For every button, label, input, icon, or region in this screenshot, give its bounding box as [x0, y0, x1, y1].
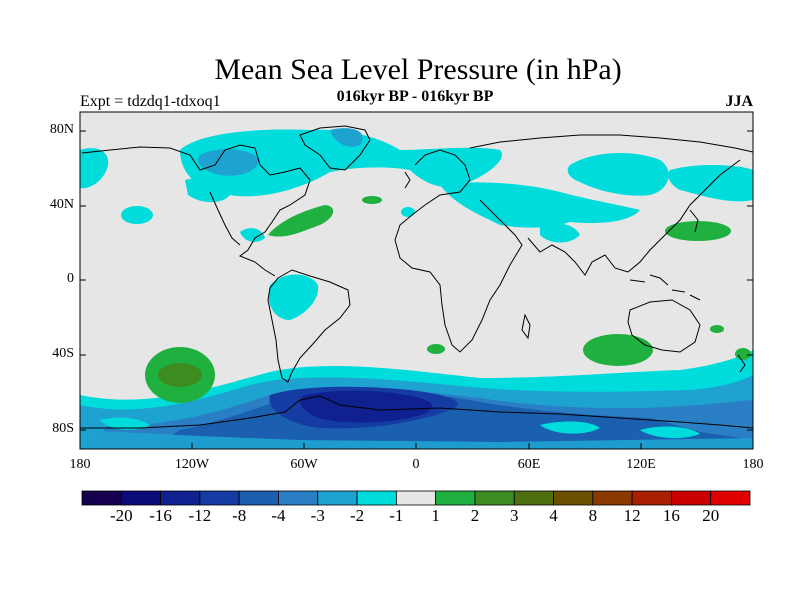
colorbar-label: -12 [188, 506, 212, 525]
colorbar-box [592, 490, 633, 506]
asia-low-region [440, 182, 640, 228]
south-america-low [268, 274, 319, 320]
colorbar-label: -16 [149, 506, 172, 525]
south-pacific-high-inner [158, 363, 202, 387]
southern-cyan-patches [100, 417, 700, 439]
north-america-coast [81, 144, 311, 277]
colorbar-box [474, 490, 515, 506]
mongolia-low [630, 167, 668, 188]
map-title: Mean Sea Level Pressure (in hPa) [214, 53, 622, 86]
uk-coast [404, 171, 411, 189]
japan-coast [689, 209, 699, 233]
arctic-low-region [180, 129, 502, 197]
south-east-pacific-high [735, 348, 751, 360]
arabia-low [540, 222, 580, 243]
y-tick-label: 0 [67, 271, 74, 286]
madagascar-coast [521, 313, 531, 340]
x-tick-label: 0 [412, 457, 420, 472]
colorbar-box [199, 490, 240, 506]
colorbar [81, 490, 751, 506]
colorbar-box [160, 490, 201, 506]
colorbar-box [631, 490, 672, 506]
indonesia-islands [629, 274, 701, 301]
southern-ocean-light-strip [80, 430, 753, 449]
south-indian-high [583, 334, 653, 366]
north-pacific-west-high [665, 221, 731, 241]
colorbar-label: 16 [662, 506, 680, 525]
greenland-low [330, 128, 363, 147]
colorbar-box [238, 490, 279, 506]
north-pacific-small-low [121, 206, 153, 224]
colorbar-box [435, 490, 476, 506]
new-zealand-coast [737, 354, 746, 373]
colorbar-label: -20 [109, 506, 133, 525]
subtitle-right: JJA [725, 93, 753, 110]
colorbar-box [81, 490, 122, 506]
colorbar-box [553, 490, 594, 506]
north-pacific-east-low [668, 165, 753, 202]
colorbar-label: 3 [509, 506, 519, 525]
colorbar-label: 20 [702, 506, 720, 525]
y-tick-label: 40N [49, 197, 74, 212]
colorbar-label: 4 [549, 506, 558, 525]
subtitle-center: 016kyr BP - 016kyr BP [336, 88, 494, 105]
colorbar-box [120, 490, 161, 506]
x-tick-label: 120E [626, 457, 656, 472]
colorbar-box [395, 490, 437, 506]
x-tick-label: 60W [290, 457, 318, 472]
australia-coast [627, 299, 701, 353]
colorbar-box [278, 490, 319, 506]
colorbar-label: 1 [431, 506, 440, 525]
south-atlantic-small-high [427, 344, 445, 354]
europe-africa-coast [394, 149, 523, 353]
colorbar-box [356, 490, 397, 506]
colorbar-box [710, 490, 751, 506]
x-tick-label: 180 [69, 457, 91, 472]
colorbar-label: -1 [389, 506, 404, 525]
mexico-low [240, 228, 265, 242]
antarctic-low-inner [299, 390, 433, 423]
contour-fill-layer [80, 125, 753, 449]
antarctica-coast [80, 395, 753, 429]
x-tick-label: 120W [174, 457, 210, 472]
mid-atlantic-small-low [401, 207, 415, 217]
colorbar-label: 8 [588, 506, 598, 525]
colorbar-box [513, 490, 554, 506]
y-tick-label: 80S [52, 421, 74, 436]
asia-coast [469, 134, 753, 276]
x-tick-label: 60E [517, 457, 541, 472]
axis-ticks [79, 130, 754, 449]
colorbar-label: 2 [470, 506, 480, 525]
colorbar-box [671, 490, 712, 506]
colorbar-label: -2 [349, 506, 365, 525]
y-tick-label: 40S [52, 346, 74, 361]
greenland-coast [299, 125, 371, 171]
subtitle-left: Expt = tdzdq1-tdxoq1 [80, 93, 221, 110]
colorbar-label: -4 [271, 506, 286, 525]
y-tick-label: 80N [49, 122, 74, 137]
colorbar-label: -3 [310, 506, 325, 525]
azores-small-high [362, 196, 382, 204]
arctic-low-core [198, 148, 260, 176]
colorbar-label: -8 [232, 506, 247, 525]
australia-east-high [710, 325, 724, 333]
north-pacific-west-low [80, 148, 109, 189]
x-tick-label: 180 [742, 457, 764, 472]
colorbar-box [317, 490, 358, 506]
colorbar-label: 12 [623, 506, 641, 525]
south-america-coast [267, 269, 351, 383]
coastlines [80, 125, 753, 429]
north-atlantic-high [268, 205, 334, 237]
north-america-low [185, 178, 230, 203]
